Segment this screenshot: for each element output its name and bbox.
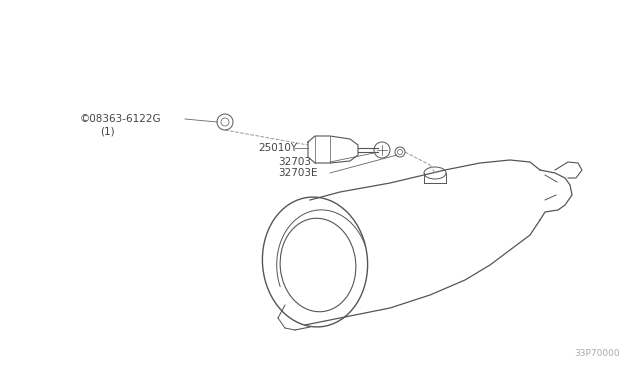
Text: 32703: 32703 [278,157,311,167]
Text: 25010Y: 25010Y [258,143,297,153]
Text: (1): (1) [100,126,115,136]
Text: 33P70000: 33P70000 [574,349,620,358]
Text: ©08363-6122G: ©08363-6122G [80,114,162,124]
Text: 32703E: 32703E [278,168,317,178]
